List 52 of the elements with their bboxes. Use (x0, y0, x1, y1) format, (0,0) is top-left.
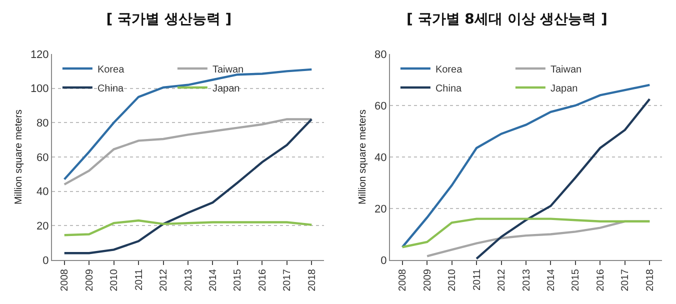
x-tick-label: 2010 (447, 268, 458, 292)
y-tick-label: 60 (374, 100, 387, 112)
chart-title: [ 국가별 8세대 이상 생산능력 ] (406, 11, 608, 28)
line-series (63, 118, 313, 186)
x-tick-label: 2018 (306, 268, 318, 292)
y-tick-label: 80 (36, 118, 49, 130)
x-tick-label: 2013 (183, 268, 194, 292)
x-tick-label: 2018 (644, 268, 656, 292)
x-tick-label: 2011 (472, 268, 483, 291)
x-tick-label: 2011 (134, 268, 145, 291)
legend-label: Japan (550, 83, 578, 94)
x-tick-label: 2009 (84, 268, 96, 292)
line-series (475, 98, 651, 260)
x-tick-label: 2010 (109, 268, 120, 292)
y-tick-label: 60 (36, 152, 49, 164)
y-tick-label: 0 (42, 254, 49, 267)
x-tick-label: 2013 (521, 268, 532, 292)
y-tick-label: 40 (36, 186, 49, 198)
y-tick-label: 20 (36, 220, 49, 233)
x-tick-label: 2008 (60, 268, 71, 292)
x-tick-label: 2012 (158, 268, 170, 292)
x-tick-label: 2014 (208, 268, 219, 292)
x-tick-label: 2014 (546, 268, 557, 292)
x-tick-label: 2012 (496, 268, 508, 292)
x-tick-label: 2016 (257, 268, 268, 292)
legend-label: China (97, 83, 124, 94)
y-axis-title: Million square meters (358, 109, 369, 205)
legend-label: Taiwan (212, 64, 244, 76)
legend-label: Korea (435, 64, 463, 76)
x-tick-label: 2016 (595, 268, 606, 292)
line-series (63, 219, 313, 236)
legend-label: China (435, 83, 462, 94)
y-tick-label: 120 (30, 48, 49, 61)
y-axis-title: Million square meters (13, 109, 24, 205)
legend-label: Korea (97, 64, 125, 76)
x-tick-label: 2017 (620, 268, 632, 292)
x-tick-label: 2008 (398, 268, 409, 292)
chart-title: [ 국가별 생산능력 ] (106, 11, 232, 28)
legend-label: Taiwan (550, 64, 582, 76)
y-tick-label: 40 (374, 152, 387, 164)
y-tick-label: 20 (374, 203, 387, 216)
x-tick-label: 2015 (570, 268, 582, 292)
line-series (401, 218, 651, 248)
x-tick-label: 2015 (232, 268, 244, 292)
legend-label: Japan (212, 83, 240, 94)
line-series (63, 118, 313, 254)
line-series (401, 84, 651, 248)
y-tick-label: 100 (30, 83, 49, 96)
y-tick-label: 80 (374, 48, 387, 61)
y-tick-label: 0 (380, 254, 387, 267)
x-tick-label: 2017 (282, 268, 294, 292)
x-tick-label: 2009 (422, 268, 434, 292)
